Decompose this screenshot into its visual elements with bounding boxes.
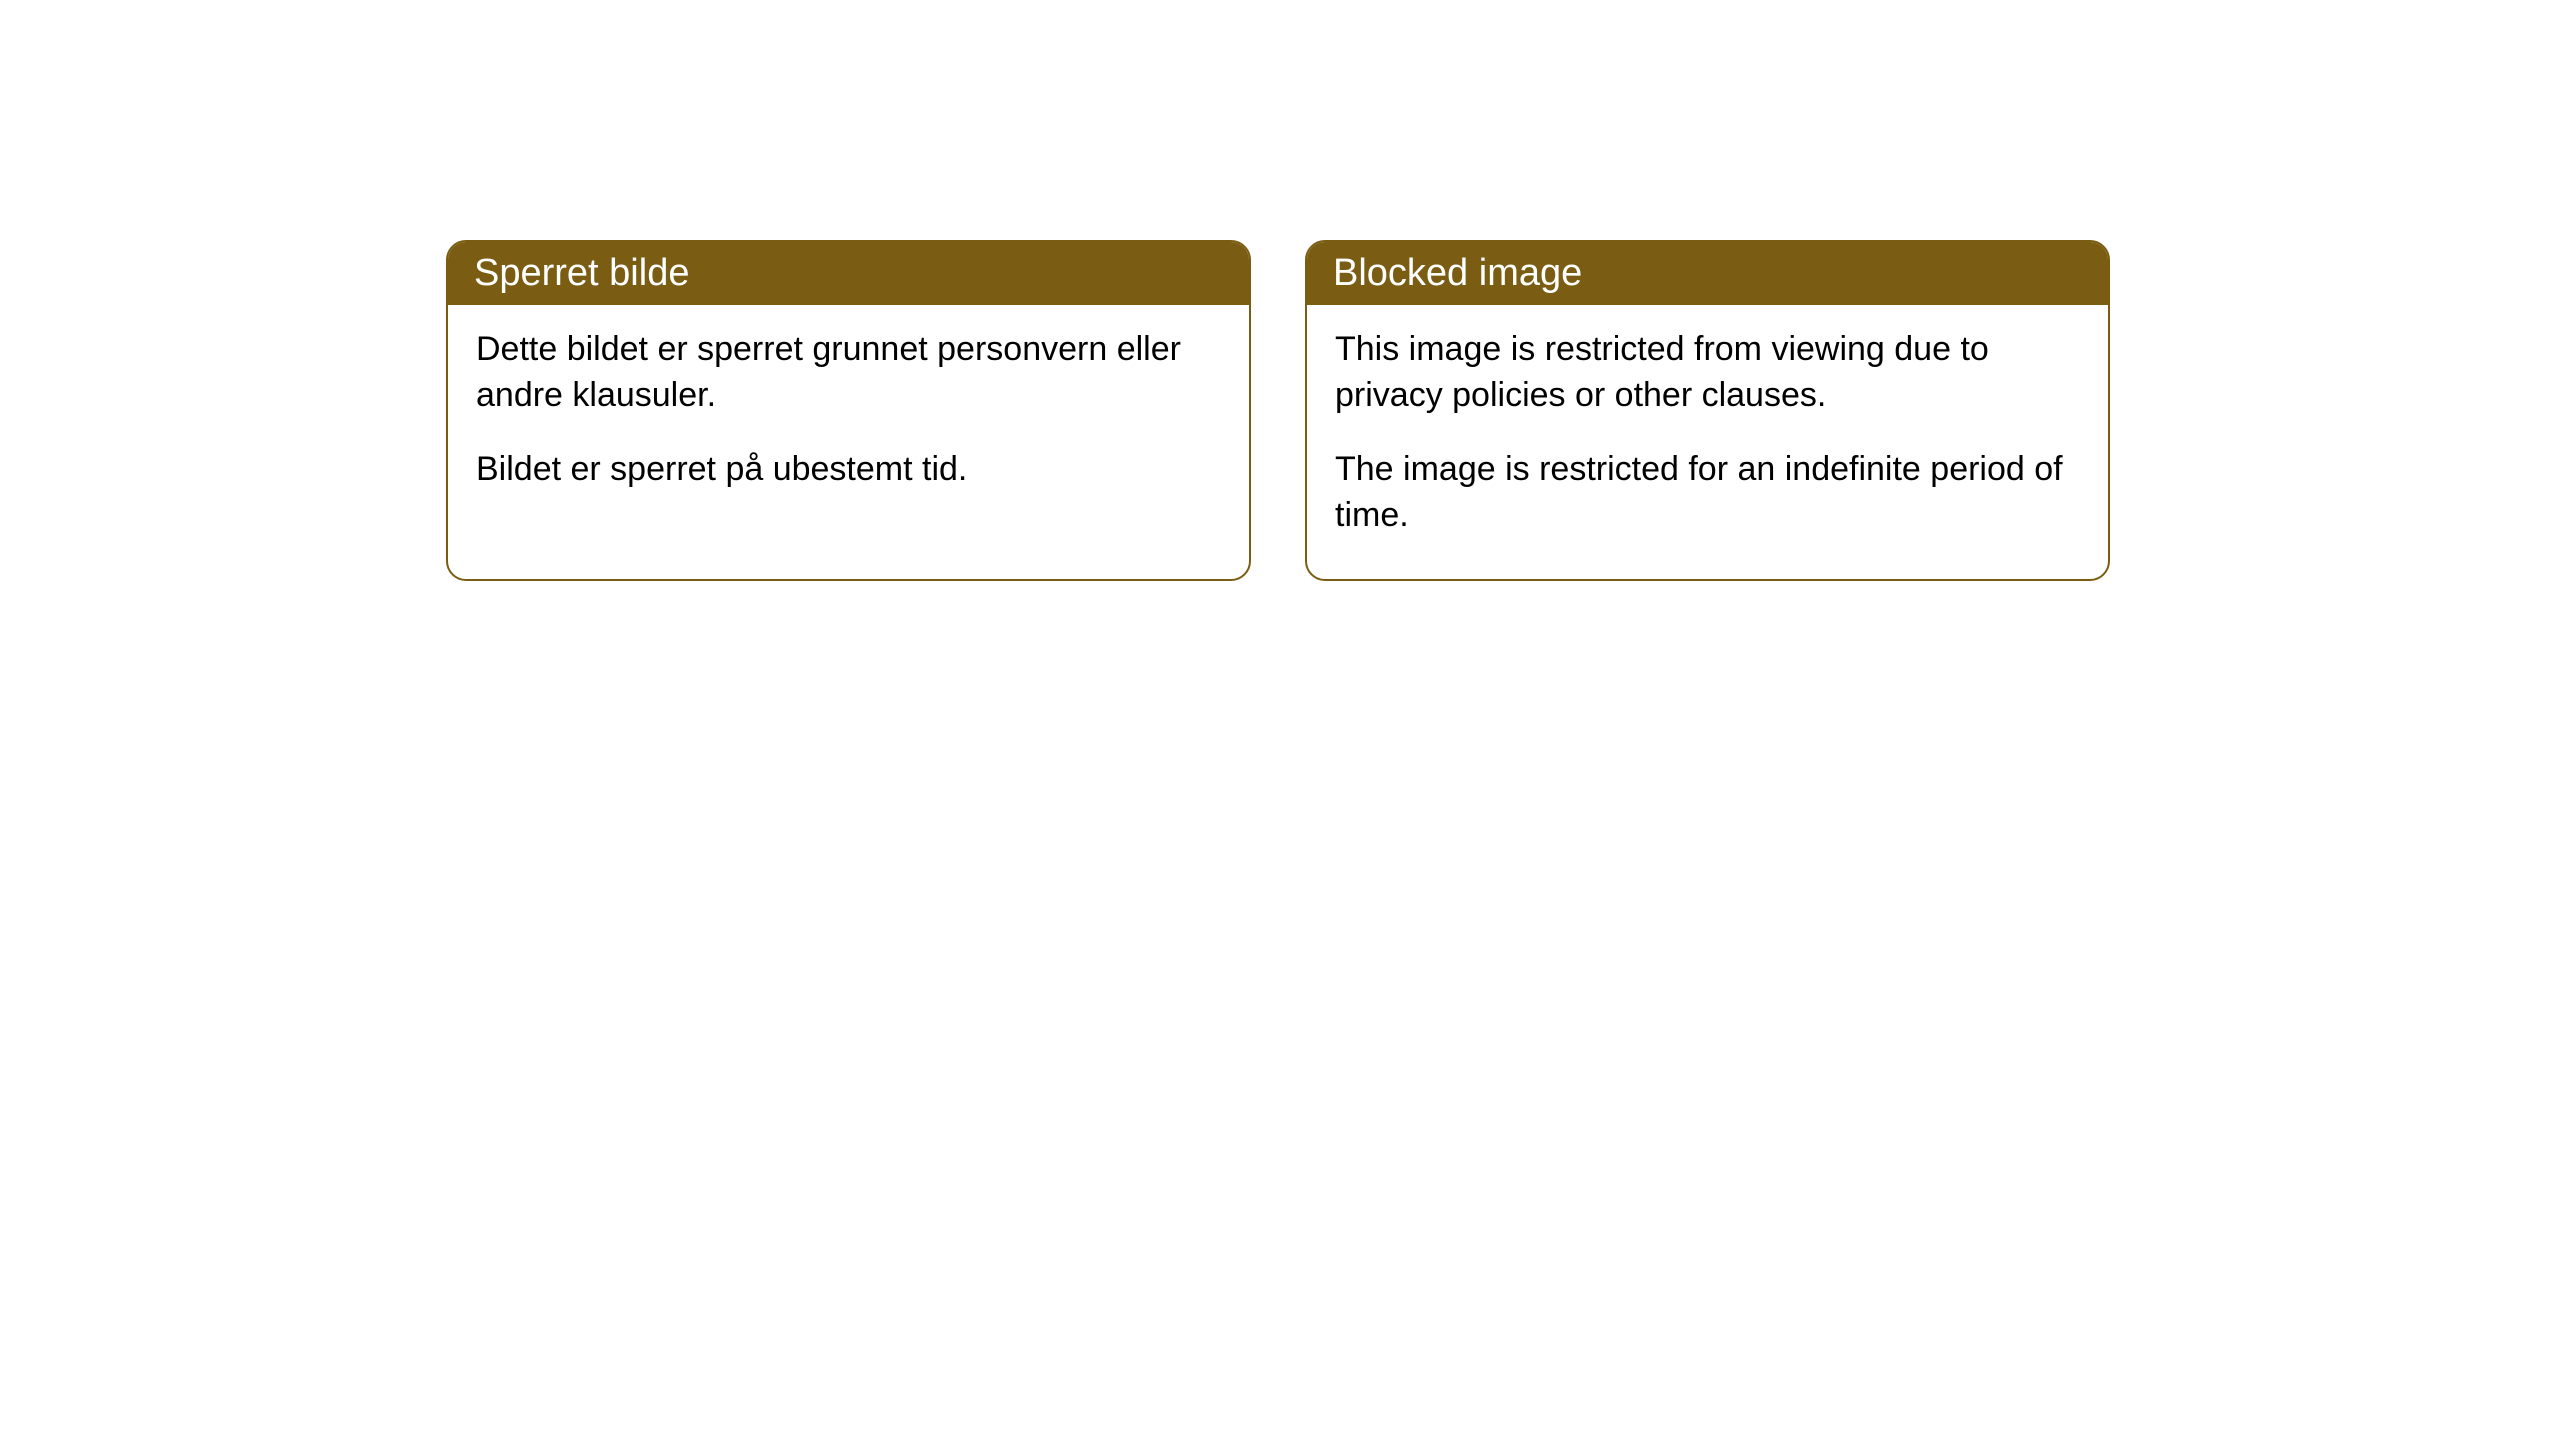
cards-container: Sperret bilde Dette bildet er sperret gr… — [446, 240, 2560, 581]
card-english: Blocked image This image is restricted f… — [1305, 240, 2110, 581]
card-paragraph: Dette bildet er sperret grunnet personve… — [476, 327, 1221, 419]
card-paragraph: This image is restricted from viewing du… — [1335, 327, 2080, 419]
card-norwegian: Sperret bilde Dette bildet er sperret gr… — [446, 240, 1251, 581]
card-title: Blocked image — [1333, 252, 1582, 294]
card-header: Sperret bilde — [448, 242, 1249, 305]
card-body: This image is restricted from viewing du… — [1307, 305, 2108, 579]
card-paragraph: The image is restricted for an indefinit… — [1335, 447, 2080, 539]
card-body: Dette bildet er sperret grunnet personve… — [448, 305, 1249, 533]
card-header: Blocked image — [1307, 242, 2108, 305]
card-title: Sperret bilde — [474, 252, 689, 294]
card-paragraph: Bildet er sperret på ubestemt tid. — [476, 447, 1221, 493]
